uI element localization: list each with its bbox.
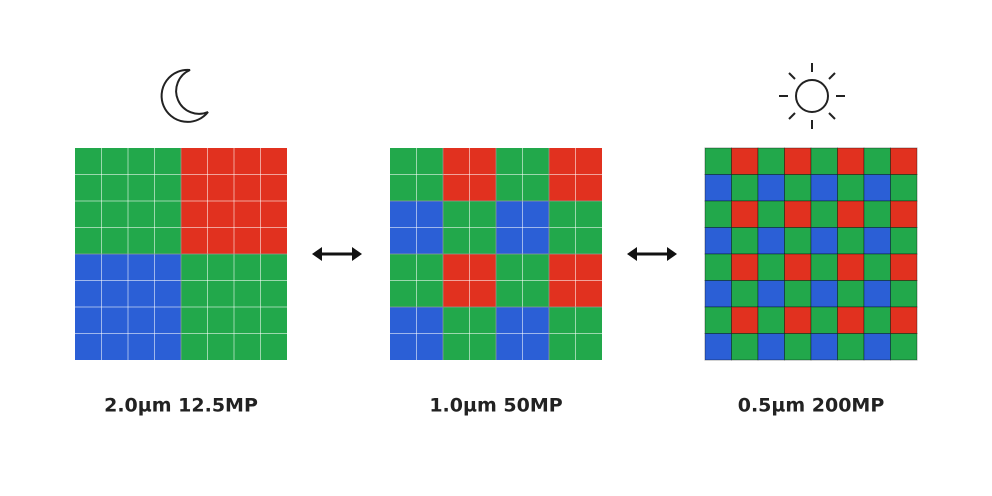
label: 0.5µm 200MP xyxy=(738,395,885,417)
pixel xyxy=(890,253,918,281)
pixel xyxy=(863,253,891,281)
pixel xyxy=(837,174,865,202)
pixel xyxy=(810,200,838,228)
pixel xyxy=(837,227,865,255)
pixel xyxy=(837,253,865,281)
pixel xyxy=(731,174,759,202)
pixel xyxy=(757,174,785,202)
pixel xyxy=(704,227,732,255)
pixel xyxy=(837,333,865,361)
pixel xyxy=(704,200,732,228)
pixel xyxy=(810,174,838,202)
pixel xyxy=(704,280,732,308)
pixel xyxy=(837,200,865,228)
pixel xyxy=(757,306,785,334)
pixel xyxy=(890,306,918,334)
pixel xyxy=(704,147,732,175)
arrows xyxy=(312,247,677,261)
pixel xyxy=(890,174,918,202)
pixel xyxy=(890,333,918,361)
pixel xyxy=(731,333,759,361)
pixel xyxy=(784,227,812,255)
pixel xyxy=(863,174,891,202)
pixel xyxy=(890,227,918,255)
pixel xyxy=(810,306,838,334)
pixel xyxy=(731,306,759,334)
pixel xyxy=(757,333,785,361)
pixel xyxy=(863,200,891,228)
pixel xyxy=(757,227,785,255)
pixel xyxy=(704,333,732,361)
pixel xyxy=(757,280,785,308)
pixel xyxy=(784,253,812,281)
pixel xyxy=(810,333,838,361)
pixel xyxy=(784,333,812,361)
pixel xyxy=(837,147,865,175)
pixel xyxy=(863,280,891,308)
pixel xyxy=(784,306,812,334)
pixel xyxy=(890,200,918,228)
pixel xyxy=(810,280,838,308)
label: 2.0µm 12.5MP xyxy=(104,395,258,417)
pixel xyxy=(863,306,891,334)
pixel xyxy=(890,280,918,308)
pixel-grids xyxy=(75,147,918,361)
pixel xyxy=(704,174,732,202)
pixel xyxy=(704,253,732,281)
pixel xyxy=(863,227,891,255)
pixel xyxy=(810,147,838,175)
label: 1.0µm 50MP xyxy=(429,395,562,417)
pixel xyxy=(757,147,785,175)
pixel xyxy=(731,253,759,281)
pixel xyxy=(810,253,838,281)
pixel xyxy=(704,306,732,334)
pixel xyxy=(784,174,812,202)
pixel xyxy=(731,147,759,175)
moon-icon xyxy=(160,68,209,123)
pixel xyxy=(784,147,812,175)
pixel xyxy=(731,280,759,308)
pixel xyxy=(731,227,759,255)
pixel xyxy=(837,306,865,334)
sun-icon xyxy=(779,63,845,129)
pixel xyxy=(757,253,785,281)
pixel xyxy=(863,147,891,175)
pixel xyxy=(784,200,812,228)
pixel xyxy=(757,200,785,228)
pixel xyxy=(810,227,838,255)
pixel xyxy=(890,147,918,175)
pixel xyxy=(731,200,759,228)
pixel xyxy=(837,280,865,308)
pixel xyxy=(784,280,812,308)
pixel xyxy=(863,333,891,361)
